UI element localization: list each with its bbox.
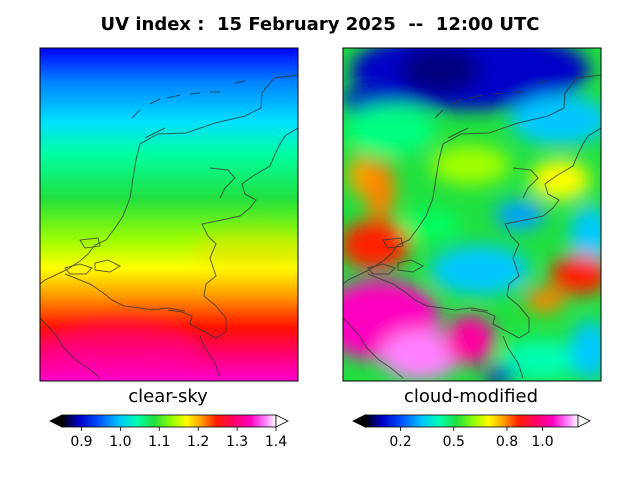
figure-title: UV index : 15 February 2025 -- 12:00 UTC <box>100 14 540 35</box>
colorbar-tick-label: 1.2 <box>187 434 209 450</box>
colorbar-tick-label: 0.2 <box>389 434 411 450</box>
colorbar-cloud-modified: 0.2 0.5 0.8 1.0 <box>352 414 591 450</box>
colorbar-tick-label: 0.5 <box>443 434 465 450</box>
colorbar-tick-label: 1.4 <box>265 434 287 450</box>
panel-label-cloud-modified: cloud-modified <box>403 386 539 407</box>
panel-label-clear-sky: clear-sky <box>128 386 208 407</box>
colorbar-extend-low <box>352 414 366 428</box>
colorbar-gradient <box>61 414 277 428</box>
colorbar-tick-label: 0.8 <box>496 434 518 450</box>
colorbar-tick-label: 0.9 <box>70 434 92 450</box>
colorbar-extend-high <box>275 414 289 428</box>
colorbar-tick-label: 1.0 <box>109 434 131 450</box>
colorbar-extend-high <box>577 414 591 428</box>
colorbar-tick-label: 1.1 <box>148 434 170 450</box>
clear-sky-map <box>39 47 299 382</box>
colorbar-clear-sky: 0.9 1.0 1.1 1.2 1.3 1.4 <box>49 414 289 450</box>
colorbar-gradient <box>364 414 579 428</box>
cloud-modified-map <box>342 47 602 382</box>
colorbar-tick-label: 1.0 <box>531 434 553 450</box>
colorbar-tick-label: 1.3 <box>226 434 248 450</box>
colorbar-extend-low <box>49 414 63 428</box>
